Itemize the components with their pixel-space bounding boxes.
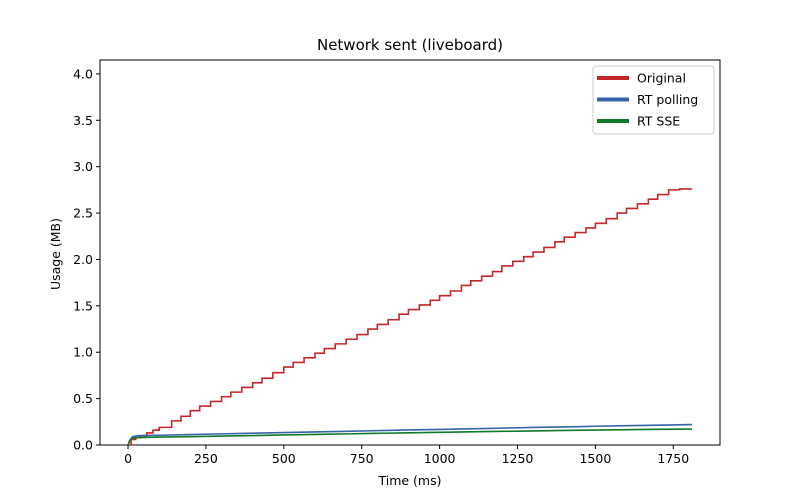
plot-area [99, 59, 721, 446]
x-tick-label: 250 [194, 451, 218, 466]
plot-frame [99, 59, 721, 446]
series-line-rt-polling [127, 423, 692, 446]
x-tick-label: 1750 [657, 451, 689, 466]
x-tick-label: 1500 [579, 451, 611, 466]
y-tick-label: 2.5 [73, 206, 93, 221]
y-tick-label: 1.0 [73, 345, 93, 360]
legend-label: Original [637, 71, 686, 86]
y-axis-label: Usage (MB) [48, 218, 63, 290]
legend-box [592, 65, 715, 135]
y-tick-label: 0.0 [73, 438, 93, 453]
y-tick-label: 3.0 [73, 159, 93, 174]
y-tick-label: 4.0 [73, 66, 93, 81]
x-tick-label: 1250 [502, 451, 534, 466]
chart-title: Network sent (liveboard) [317, 36, 503, 54]
x-tick-label: 500 [272, 451, 296, 466]
x-axis-label: Time (ms) [377, 473, 441, 488]
legend-label: RT SSE [637, 114, 680, 129]
series-line-rt-sse [127, 428, 692, 446]
x-axis-ticks: 0 250 500 750 1000 1250 1500 1750 [124, 445, 689, 466]
y-tick-label: 1.5 [73, 298, 93, 313]
y-tick-label: 0.5 [73, 391, 93, 406]
y-tick-label: 2.0 [73, 252, 93, 267]
x-tick-label: 0 [124, 451, 132, 466]
x-tick-label: 1000 [424, 451, 456, 466]
series-line-original [128, 188, 692, 446]
legend-label: RT polling [637, 92, 698, 107]
y-axis-ticks: 0.0 0.5 1.0 1.5 2.0 2.5 3.0 3.5 4.0 [73, 66, 100, 453]
legend: Original RT polling RT SSE [592, 65, 715, 135]
y-tick-label: 3.5 [73, 113, 93, 128]
x-tick-label: 750 [350, 451, 374, 466]
